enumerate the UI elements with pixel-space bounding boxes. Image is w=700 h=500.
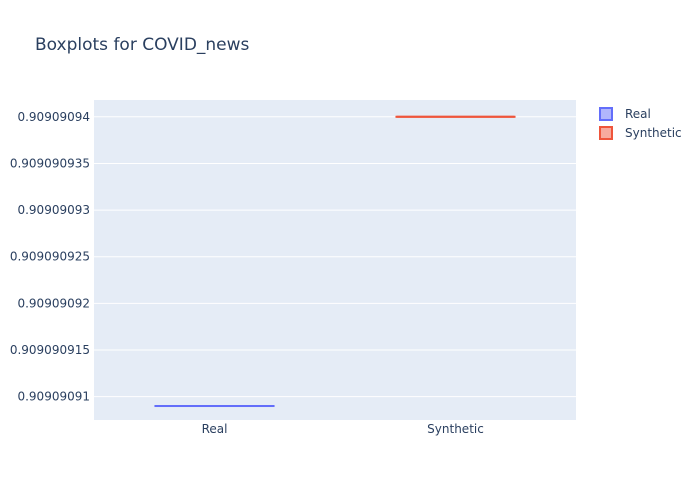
y-tick-label: 0.909090925 — [10, 250, 90, 264]
y-tick-label: 0.909090915 — [10, 343, 90, 357]
x-tick-label: Real — [202, 422, 228, 436]
legend-label: Real — [625, 107, 651, 121]
box-series — [154, 115, 516, 408]
gridlines — [94, 116, 576, 398]
x-tick-label: Synthetic — [427, 422, 484, 436]
legend-label: Synthetic — [625, 126, 682, 140]
legend-item-synthetic[interactable]: Synthetic — [599, 126, 682, 140]
x-axis-ticks: Real Synthetic — [202, 422, 484, 436]
chart-title: Boxplots for COVID_news — [35, 35, 250, 55]
legend-item-real[interactable]: Real — [599, 107, 651, 121]
y-tick-label: 0.909090935 — [10, 156, 90, 170]
plot-area — [94, 100, 576, 420]
legend: Real Synthetic — [599, 107, 682, 140]
y-tick-label: 0.90909094 — [17, 110, 90, 124]
legend-swatch — [599, 126, 613, 140]
legend-swatch — [599, 107, 613, 121]
y-axis-ticks: 0.90909091 0.909090915 0.90909092 0.9090909… — [10, 110, 90, 404]
y-tick-label: 0.90909093 — [17, 203, 90, 217]
y-tick-label: 0.90909091 — [17, 390, 90, 404]
y-tick-label: 0.90909092 — [17, 296, 90, 310]
